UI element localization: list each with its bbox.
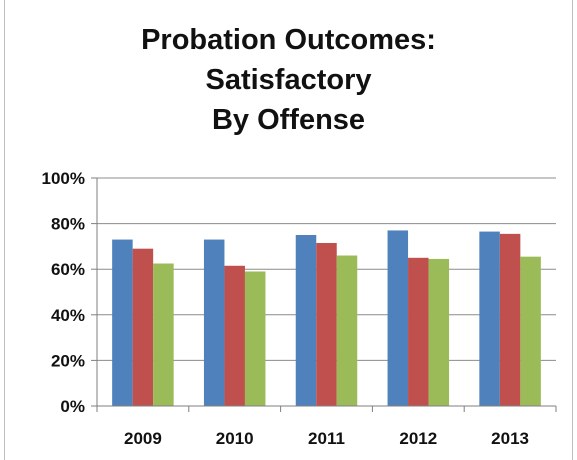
x-tick-label-2009: 2009 <box>124 429 162 448</box>
chart-title: Probation Outcomes: Satisfactory By Offe… <box>0 20 577 140</box>
bar-2009-series-1 <box>112 239 133 406</box>
bar-2009-series-2 <box>132 248 154 406</box>
x-tick-label-2012: 2012 <box>399 429 437 448</box>
bar-2010-series-1 <box>203 239 225 406</box>
bars <box>112 230 541 406</box>
bar-2012-series-3 <box>428 258 450 406</box>
bar-2012-series-1 <box>387 230 409 406</box>
bar-2011-series-1 <box>295 235 317 406</box>
frame-left-border <box>4 0 5 460</box>
tick-labels: 0% 20% 40% 60% 80% 100% 2009 2010 2011 2012 2013 <box>42 169 529 448</box>
y-tick-label-20: 20% <box>51 351 85 370</box>
bar-2009-series-3 <box>153 263 174 406</box>
bar-2011-series-2 <box>316 242 337 406</box>
bar-2013-series-3 <box>520 256 541 406</box>
bar-2013-series-1 <box>479 231 500 406</box>
bar-2013-series-2 <box>499 233 521 406</box>
x-tick-label-2010: 2010 <box>216 429 254 448</box>
bar-2010-series-3 <box>244 271 266 406</box>
chart-title-line-3: By Offense <box>211 104 366 136</box>
x-tick-label-2013: 2013 <box>491 429 529 448</box>
bar-2011-series-3 <box>336 255 358 406</box>
axes <box>91 177 557 412</box>
bar-2010-series-2 <box>224 265 245 406</box>
frame-right-border <box>572 0 573 460</box>
y-tick-label-40: 40% <box>51 306 85 325</box>
bar-2012-series-2 <box>408 257 429 406</box>
chart-title-line-1: Probation Outcomes: <box>141 24 436 56</box>
y-tick-label-0: 0% <box>60 397 85 416</box>
y-tick-label-60: 60% <box>51 260 85 279</box>
y-tick-label-80: 80% <box>51 215 85 234</box>
y-tick-label-100: 100% <box>42 169 85 188</box>
chart-title-line-2: Satisfactory <box>205 64 372 96</box>
x-tick-label-2011: 2011 <box>308 429 345 448</box>
